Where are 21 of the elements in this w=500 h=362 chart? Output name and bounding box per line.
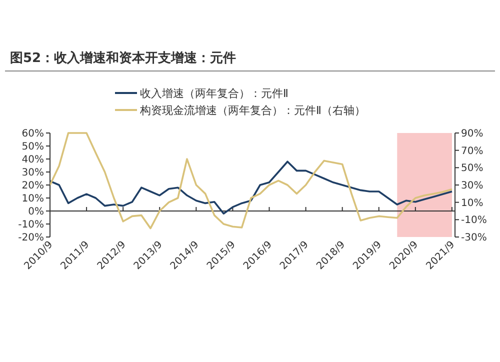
legend-label: 构资现金流增速（两年复合）：元件Ⅱ（右轴）: [139, 104, 366, 117]
y-tick-label: 60%: [22, 128, 44, 140]
legend-label: 收入增速（两年复合）：元件Ⅱ: [140, 87, 288, 100]
y-tick-label: -10%: [18, 220, 44, 230]
y2-tick-label: 70%: [461, 146, 484, 157]
y-tick-label: 40%: [22, 154, 44, 166]
y-tick-label: 50%: [22, 142, 44, 152]
y-tick-label: 30%: [22, 168, 44, 178]
line-series: [50, 160, 453, 214]
y2-tick-label: 10%: [461, 198, 484, 209]
y2-tick-label: 30%: [461, 180, 484, 192]
y2-tick-label: 90%: [461, 128, 484, 140]
y2-tick-label: -30%: [461, 232, 487, 244]
y-tick-label: 10%: [22, 194, 44, 204]
y2-tick-label: -10%: [461, 215, 487, 226]
chart-title: 图52：收入增速和资本开支增速：元件: [10, 50, 236, 66]
y-tick-label: 0%: [28, 206, 44, 218]
y2-tick-label: 50%: [461, 163, 484, 174]
y-tick-label: 20%: [22, 180, 44, 192]
y-tick-label: -20%: [18, 232, 44, 244]
line-series: [50, 132, 453, 230]
